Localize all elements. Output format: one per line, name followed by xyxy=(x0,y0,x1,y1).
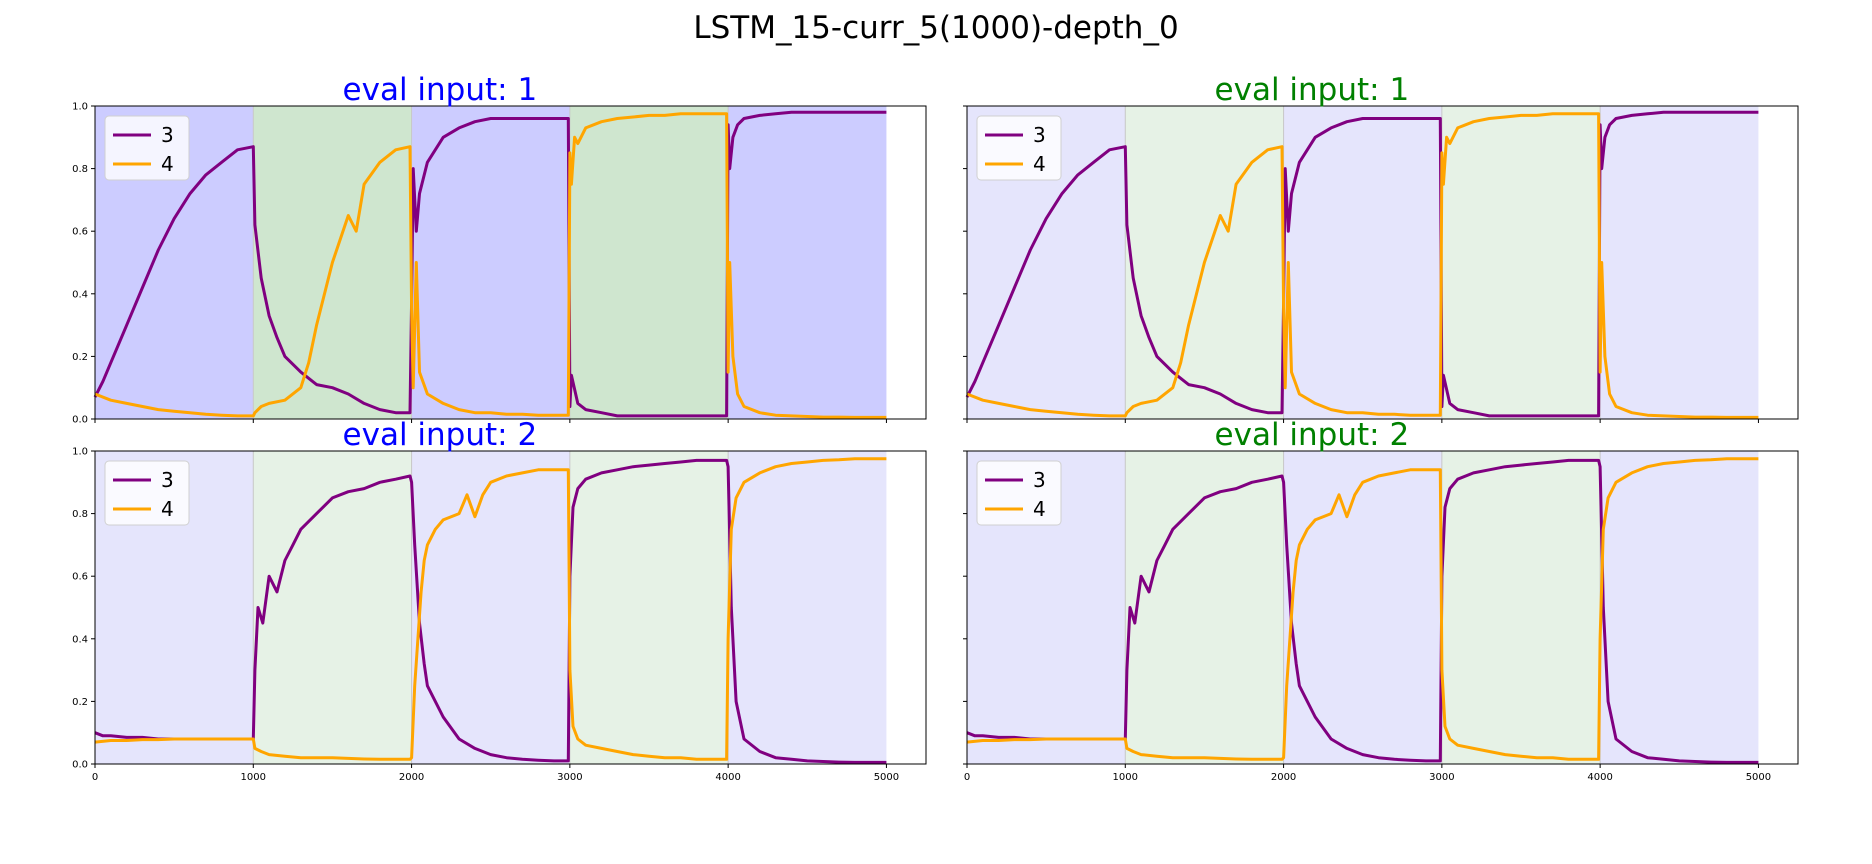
x-tick-label: 1000 xyxy=(1113,772,1138,783)
x-tick-label: 2000 xyxy=(399,772,424,783)
subplot-2: eval input: 134 xyxy=(963,72,1799,423)
background-segment xyxy=(728,106,887,419)
axes-frame xyxy=(94,450,927,765)
y-tick-label: 1.0 xyxy=(72,102,88,113)
series-line-3 xyxy=(965,110,1759,418)
legend-box xyxy=(104,115,190,181)
legend-label-4: 4 xyxy=(161,152,174,176)
x-tick-label: 5000 xyxy=(874,772,899,783)
y-tick-label: 0.6 xyxy=(72,572,88,583)
y-tick-label: 0.8 xyxy=(72,509,88,520)
subplot-title: eval input: 1 xyxy=(343,72,538,108)
legend: 34 xyxy=(976,115,1062,181)
series-line-4 xyxy=(966,457,1759,761)
legend-label-4: 4 xyxy=(161,497,174,521)
background-segment xyxy=(1600,106,1759,419)
y-tick-label: 0.4 xyxy=(72,289,88,300)
y-tick-label: 0.6 xyxy=(72,227,88,238)
legend: 34 xyxy=(104,460,190,526)
background-segment xyxy=(1283,451,1442,764)
subplot-title: eval input: 1 xyxy=(1215,72,1410,108)
legend: 34 xyxy=(976,460,1062,526)
background-segment xyxy=(411,106,570,419)
x-tick-label: 5000 xyxy=(1746,772,1771,783)
subplot-title: eval input: 2 xyxy=(343,417,538,453)
legend: 34 xyxy=(104,115,190,181)
series-line-4 xyxy=(94,112,887,419)
legend-label-4: 4 xyxy=(1033,497,1046,521)
legend-box xyxy=(976,115,1062,181)
axes-frame xyxy=(966,105,1799,420)
subplot-title: eval input: 2 xyxy=(1215,417,1410,453)
background-segment xyxy=(569,106,729,419)
x-tick-label: 0 xyxy=(964,772,970,783)
background-segment xyxy=(1125,451,1284,764)
x-tick-label: 4000 xyxy=(1587,772,1612,783)
series-line-3 xyxy=(93,110,887,418)
x-tick-label: 2000 xyxy=(1271,772,1296,783)
y-tick-label: 0.2 xyxy=(72,352,88,363)
background-segment xyxy=(411,451,570,764)
background-segment xyxy=(1441,451,1601,764)
series-line-4 xyxy=(94,457,887,761)
y-tick-label: 0.8 xyxy=(72,164,88,175)
subplot-3: 0.0 0.2 0.4 0.6 0.8 1.0 0 1000 2000 3000 4000 5000 e… xyxy=(72,417,927,783)
subplot-1: 0.00.20.40.60.81.0 eval input: 134 xyxy=(72,72,927,426)
axes-frame xyxy=(966,450,1799,765)
legend-label-3: 3 xyxy=(1033,468,1046,492)
x-tick-label: 0 xyxy=(92,772,98,783)
series-line-4 xyxy=(966,112,1759,419)
legend-label-4: 4 xyxy=(1033,152,1046,176)
x-tick-label: 3000 xyxy=(1429,772,1454,783)
legend-label-3: 3 xyxy=(1033,123,1046,147)
y-tick-label: 0.0 xyxy=(72,760,88,771)
background-segment xyxy=(253,451,412,764)
x-tick-label: 3000 xyxy=(557,772,582,783)
legend-box xyxy=(104,460,190,526)
background-segment xyxy=(1600,451,1759,764)
legend-label-3: 3 xyxy=(161,123,174,147)
x-tick-label: 4000 xyxy=(715,772,740,783)
y-tick-label: 1.0 xyxy=(72,447,88,458)
background-segment xyxy=(1441,106,1601,419)
x-tick-label: 1000 xyxy=(241,772,266,783)
background-segment xyxy=(569,451,729,764)
y-tick-label: 0.0 xyxy=(72,415,88,426)
legend-box xyxy=(976,460,1062,526)
background-segment xyxy=(728,451,887,764)
axes-frame xyxy=(94,105,927,420)
legend-label-3: 3 xyxy=(161,468,174,492)
y-tick-label: 0.4 xyxy=(72,634,88,645)
y-tick-label: 0.2 xyxy=(72,697,88,708)
background-segment xyxy=(1283,106,1442,419)
figure-title: LSTM_15-curr_5(1000)-depth_0 xyxy=(693,10,1179,46)
